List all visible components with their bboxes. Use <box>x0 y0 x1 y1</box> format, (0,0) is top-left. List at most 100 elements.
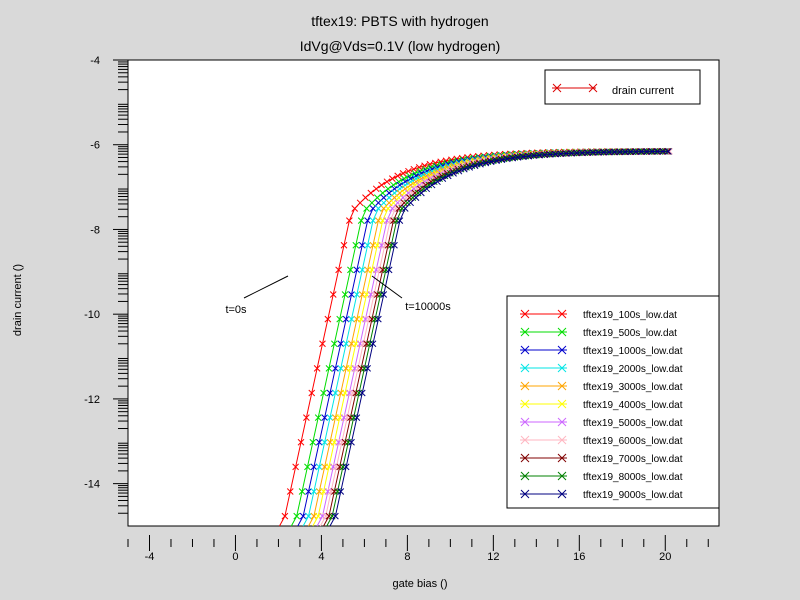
series-marker <box>426 175 434 182</box>
series-marker <box>552 150 560 158</box>
legend-label: tftex19_5000s_low.dat <box>583 418 683 429</box>
series-marker <box>326 414 334 421</box>
y-tick-label: -6 <box>90 140 100 152</box>
series-marker <box>536 151 543 159</box>
series-marker <box>305 512 312 520</box>
series-marker <box>314 414 322 421</box>
legend-entry: tftex19_4000s_low.dat <box>520 399 683 411</box>
series-marker <box>308 389 316 397</box>
series-marker <box>424 178 432 186</box>
series-marker <box>409 194 417 201</box>
series-marker <box>500 155 508 163</box>
series-marker <box>380 199 388 207</box>
series-marker <box>353 291 361 298</box>
series-marker <box>353 414 361 421</box>
series-marker <box>297 438 305 446</box>
series-marker <box>546 151 554 158</box>
series-marker <box>541 151 549 159</box>
series-marker <box>402 194 410 201</box>
series-marker <box>573 149 581 157</box>
series-marker <box>327 488 335 495</box>
series-marker <box>319 512 326 520</box>
series-marker <box>425 181 433 189</box>
x-tick-label: 0 <box>232 551 238 563</box>
legend-marker <box>557 345 567 355</box>
series-marker <box>365 315 373 323</box>
legend-marker <box>557 399 567 409</box>
series-marker <box>557 150 565 158</box>
legend-marker <box>557 471 567 481</box>
legend-entry: tftex19_9000s_low.dat <box>520 489 683 501</box>
x-axis-label: gate bias () <box>392 578 448 590</box>
legend-marker <box>520 417 530 427</box>
series-marker <box>347 414 354 421</box>
annotation-arrow-t0 <box>243 275 289 299</box>
series-marker <box>363 205 370 212</box>
series-marker <box>348 438 355 446</box>
series-marker <box>382 266 390 274</box>
legend-marker <box>520 345 530 355</box>
series-marker <box>498 156 506 164</box>
series-marker <box>329 291 337 298</box>
series-marker <box>340 241 348 249</box>
series-marker <box>376 266 383 274</box>
legend-top-marker <box>552 83 562 93</box>
series-marker <box>321 438 328 446</box>
series-marker <box>416 185 424 193</box>
legend-marker <box>557 381 567 391</box>
series-marker <box>373 291 381 298</box>
series-marker <box>423 170 431 177</box>
series-marker <box>342 463 350 471</box>
annotation-arrow-t10000 <box>371 275 403 299</box>
series-marker <box>375 199 382 207</box>
series-marker <box>595 149 603 156</box>
series-marker <box>340 414 348 421</box>
series-marker <box>406 194 413 201</box>
series-marker <box>406 172 413 180</box>
series-marker <box>343 414 351 421</box>
series-marker <box>654 148 662 155</box>
x-tick-label: 20 <box>659 551 671 563</box>
series-marker <box>356 340 364 348</box>
legend-label: tftex19_9000s_low.dat <box>583 490 683 501</box>
series-marker <box>386 217 394 224</box>
series-marker <box>348 291 355 298</box>
series-marker <box>584 149 592 157</box>
series-marker <box>442 157 450 165</box>
series-marker <box>434 165 441 173</box>
series-marker <box>439 175 447 182</box>
series-marker <box>364 217 371 224</box>
series-marker <box>351 205 359 212</box>
legend-marker <box>557 417 567 427</box>
series-marker <box>336 463 344 471</box>
series-marker <box>466 164 474 171</box>
legend-marker <box>520 381 530 391</box>
series-marker <box>372 266 380 274</box>
series-marker <box>413 185 421 193</box>
series-marker <box>412 175 420 182</box>
x-tick-label: -4 <box>145 551 155 563</box>
series-marker <box>337 365 345 372</box>
series-marker <box>369 205 377 212</box>
series-marker <box>450 170 457 177</box>
series-marker <box>649 148 656 155</box>
series-marker <box>320 389 327 397</box>
series-marker <box>326 389 334 397</box>
series-marker <box>394 199 402 207</box>
series-marker <box>622 148 629 156</box>
legend-entry: tftex19_5000s_low.dat <box>520 417 683 429</box>
legend-entry: tftex19_500s_low.dat <box>520 327 677 339</box>
legend-label: tftex19_6000s_low.dat <box>583 436 683 447</box>
series-marker <box>489 157 497 165</box>
series-marker <box>388 205 396 212</box>
series-marker <box>563 150 570 157</box>
series-marker <box>305 488 312 495</box>
legend-box <box>506 295 720 509</box>
y-tick-label: -14 <box>84 479 100 491</box>
series-marker <box>348 315 355 323</box>
legend-entry: tftex19_100s_low.dat <box>520 309 677 321</box>
series-marker <box>417 172 425 180</box>
series-marker <box>448 156 455 164</box>
series-marker <box>350 414 358 421</box>
legend-top-label: drain current <box>612 85 674 97</box>
